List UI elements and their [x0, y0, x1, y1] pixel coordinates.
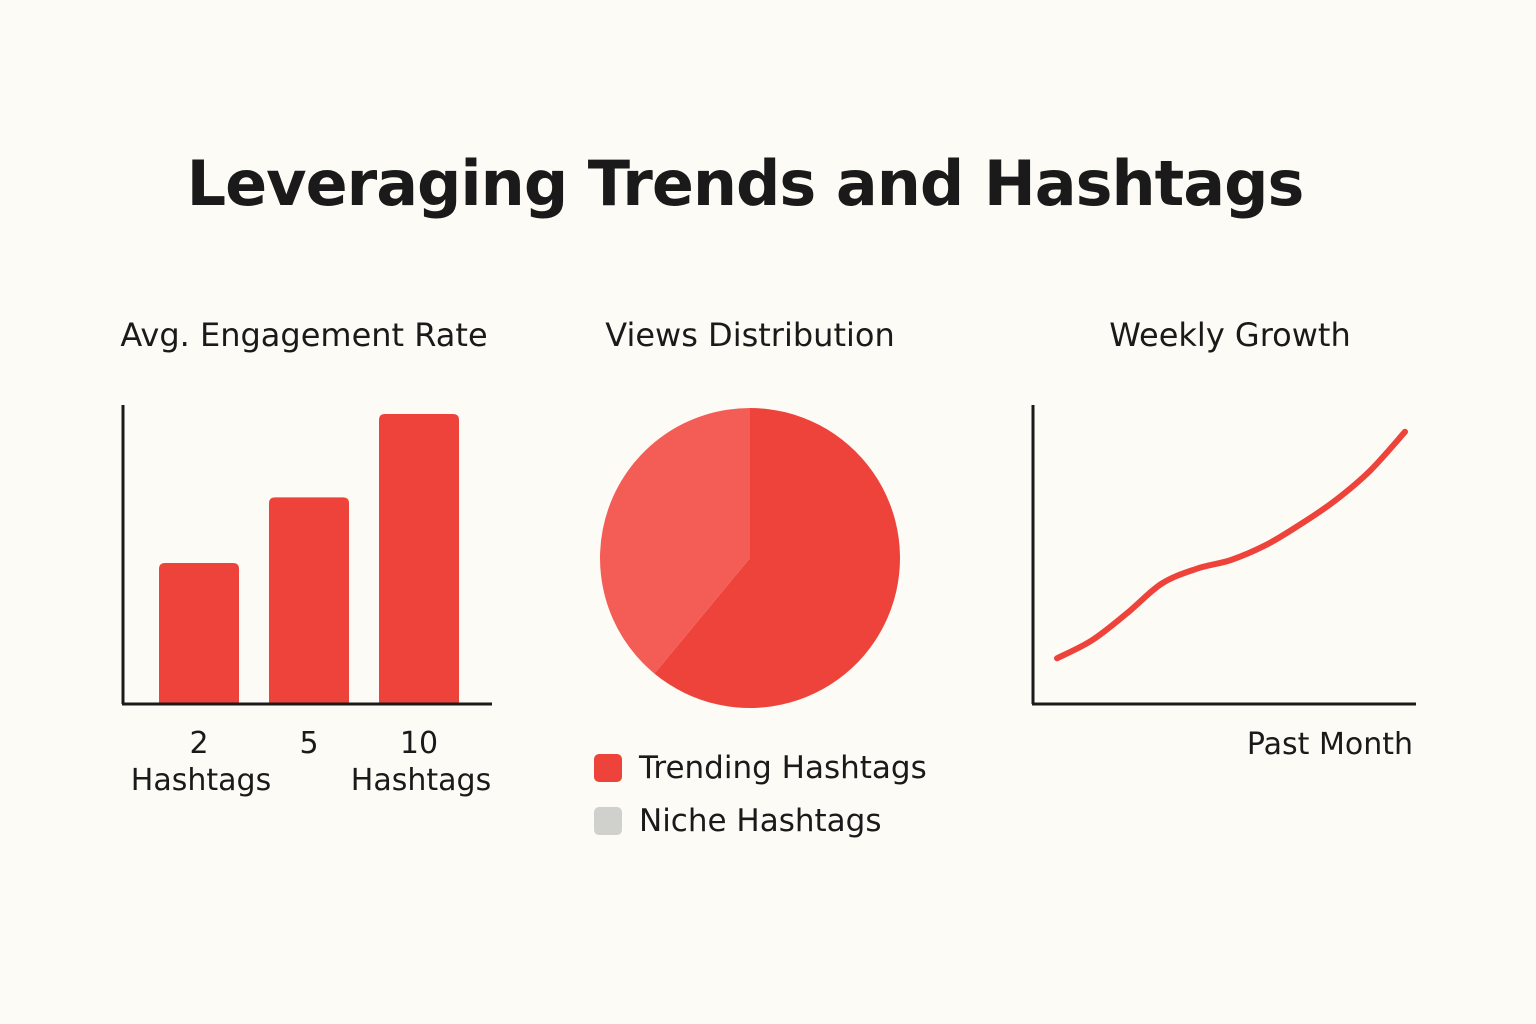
- legend-label-niche: Niche Hashtags: [639, 803, 882, 839]
- legend-swatch-trending: [594, 754, 622, 782]
- legend-swatch-niche: [594, 807, 622, 835]
- line-chart-title: Weekly Growth: [1109, 316, 1351, 354]
- legend-item-trending: Trending Hashtags: [594, 748, 927, 788]
- bar-2: [379, 413, 459, 703]
- bar-tick-label-0-1: Hashtags: [131, 763, 271, 798]
- page-title: Leveraging Trends and Hashtags: [186, 147, 1305, 220]
- line-marks: [1054, 428, 1408, 662]
- bar-1: [269, 497, 349, 703]
- legend-item-niche: Niche Hashtags: [594, 801, 882, 841]
- bar-tick-label-2-1: Hashtags: [351, 763, 491, 798]
- bar-tick-label-2-0: 10: [400, 726, 438, 761]
- bar-tick-label-1-0: 5: [299, 726, 318, 761]
- pie-chart: [600, 408, 900, 708]
- pie-slice-1: [600, 408, 750, 674]
- pie-slices: [600, 408, 900, 708]
- bar-chart-title: Avg. Engagement Rate: [120, 316, 488, 354]
- pie-chart-title: Views Distribution: [605, 316, 895, 354]
- pie-slice-0: [654, 408, 900, 708]
- bar-tick-label-0-0: 2: [189, 726, 208, 761]
- bar-0: [159, 562, 239, 703]
- legend-label-trending: Trending Hashtags: [639, 750, 927, 786]
- growth-line: [1054, 428, 1408, 662]
- line-chart: Past Month: [1031, 405, 1416, 762]
- bar-marks: [159, 413, 459, 703]
- line-x-axis-label: Past Month: [1247, 727, 1413, 762]
